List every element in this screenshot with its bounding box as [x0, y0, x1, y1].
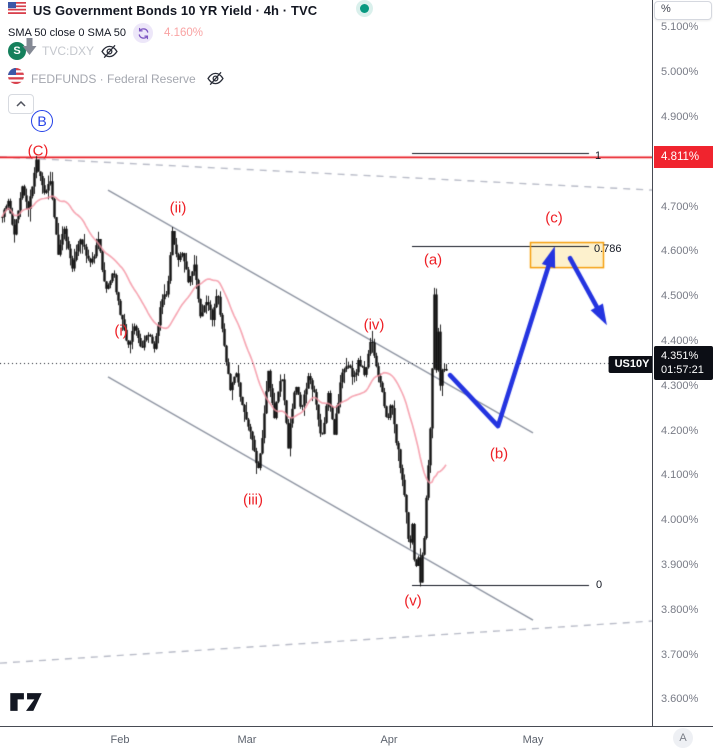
- price-line-symbol-tag: US10Y: [608, 354, 656, 373]
- price-tick-label: 4.300%: [661, 379, 699, 392]
- tradingview-logo-icon[interactable]: [9, 691, 43, 718]
- price-tick-label: 4.600%: [661, 245, 699, 258]
- wave-label-iii[interactable]: (iii): [243, 491, 263, 509]
- current-price-badge: 4.351% 01:57:21: [654, 346, 713, 380]
- price-axis[interactable]: 5.100% 5.000% 4.900% 4.700% 4.600% 4.500% 4.40…: [652, 0, 713, 726]
- price-tick-label: 4.200%: [661, 424, 699, 437]
- wave-label-ii[interactable]: (ii): [169, 199, 187, 217]
- price-tick-label: 4.900%: [661, 111, 699, 124]
- eye-hidden-icon[interactable]: [207, 70, 224, 87]
- chevron-up-icon: [16, 101, 26, 107]
- price-tick-label: 4.700%: [661, 200, 699, 213]
- price-tick-label: 4.400%: [661, 335, 699, 348]
- time-tick-label: May: [522, 734, 544, 746]
- fedfunds-row[interactable]: FEDFUNDS · Federal Reserve: [8, 68, 224, 89]
- price-tick-label: 3.900%: [661, 559, 699, 572]
- price-tick-label: 3.700%: [661, 648, 699, 661]
- fedfunds-label: FEDFUNDS · Federal Reserve: [31, 71, 196, 86]
- price-line-symbol-text: US10Y: [608, 356, 656, 373]
- sma-indicator-label: SMA 50 close 0 SMA 50: [8, 27, 127, 39]
- legend-collapse-button[interactable]: [8, 94, 34, 114]
- us-flag-icon: [8, 1, 26, 19]
- wave-label-b[interactable]: (b): [489, 445, 509, 463]
- arrow-down-icon: [22, 38, 37, 60]
- s-logo-icon: S: [8, 42, 26, 60]
- current-price-value: 4.351%: [661, 350, 699, 362]
- price-tick-label: 4.100%: [661, 469, 699, 482]
- time-tick-label: Feb: [110, 734, 130, 746]
- market-status-dot[interactable]: [360, 4, 369, 13]
- fib-level-0786-label[interactable]: 0.786: [594, 243, 622, 255]
- eye-hidden-icon[interactable]: [101, 43, 118, 60]
- bar-countdown-timer: 01:57:21: [661, 364, 704, 376]
- us-flag-round-icon: [8, 68, 24, 89]
- time-tick-label: Apr: [380, 734, 398, 746]
- fib-level-0-label[interactable]: 0: [596, 579, 603, 591]
- wave-label-a[interactable]: (a): [423, 251, 443, 269]
- price-tick-label: 3.600%: [661, 693, 699, 706]
- wave-label-i[interactable]: (i): [114, 322, 128, 340]
- price-tick-label: 5.000%: [661, 66, 699, 79]
- price-tick-label: 4.000%: [661, 514, 699, 527]
- sma-value: 4.160%: [164, 27, 204, 39]
- sma-indicator-row[interactable]: SMA 50 close 0 SMA 50 4.160%: [8, 23, 203, 43]
- price-tick-label: 3.800%: [661, 603, 699, 616]
- chart-title[interactable]: US Government Bonds 10 YR Yield · 4h · T…: [33, 2, 318, 18]
- price-tick-label: 4.500%: [661, 290, 699, 303]
- wave-label-v[interactable]: (v): [404, 592, 422, 610]
- price-axis-unit-button[interactable]: %: [654, 1, 712, 20]
- fib-level-1-label[interactable]: 1: [595, 150, 602, 162]
- wave-label-iv[interactable]: (iv): [363, 316, 385, 334]
- symbol-legend-row[interactable]: US Government Bonds 10 YR Yield · 4h · T…: [8, 1, 317, 19]
- price-tick-label: 5.100%: [661, 21, 699, 34]
- price-chart-pane[interactable]: [0, 0, 652, 726]
- sync-refresh-icon[interactable]: [133, 23, 154, 43]
- price-level-badge: 4.811%: [654, 145, 713, 168]
- axis-settings-button[interactable]: A: [673, 728, 693, 748]
- wave-label-c[interactable]: (c): [545, 209, 563, 227]
- time-tick-label: Mar: [237, 734, 257, 746]
- wave-label-B[interactable]: B: [31, 110, 53, 132]
- wave-label-C[interactable]: (C): [27, 142, 49, 160]
- compare-symbol-label: TVC:DXY: [42, 44, 95, 58]
- time-axis[interactable]: Feb Mar Apr May: [0, 726, 713, 751]
- compare-symbol-row[interactable]: S TVC:DXY: [8, 38, 118, 60]
